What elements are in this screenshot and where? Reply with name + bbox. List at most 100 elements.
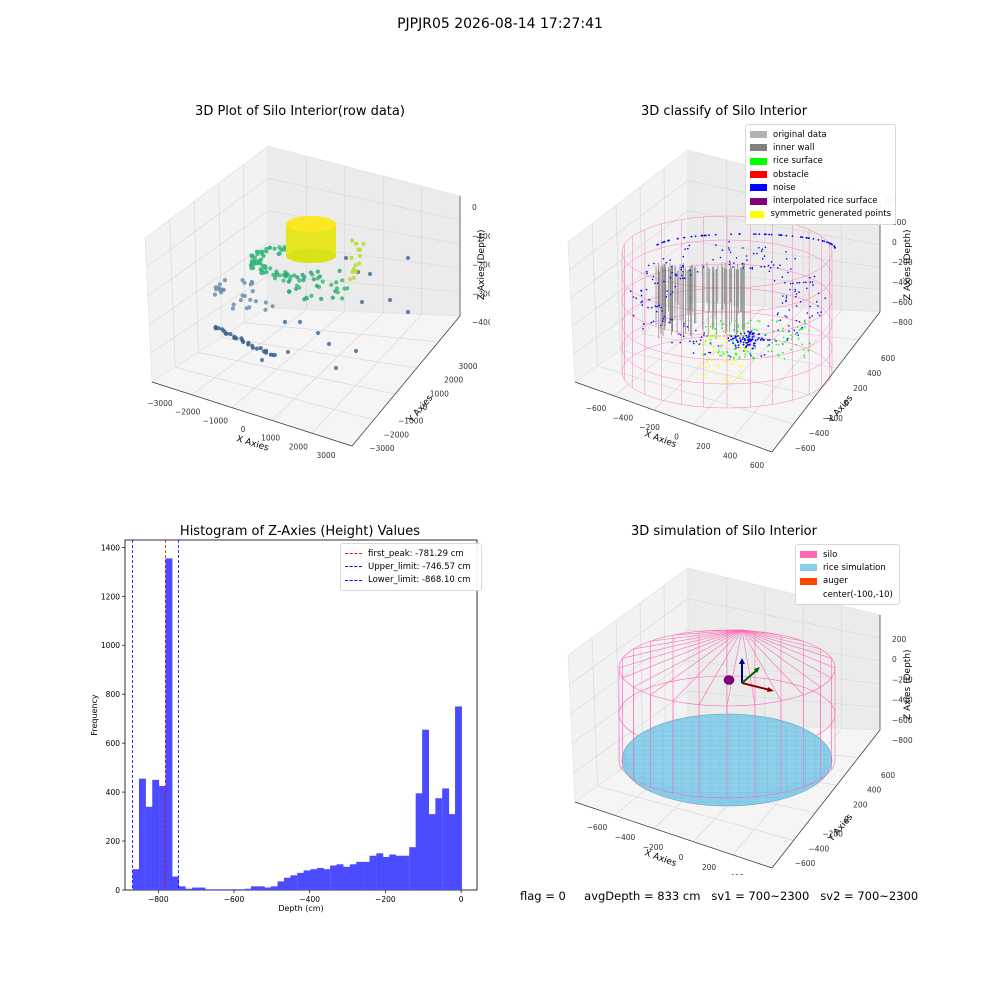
histogram-bar xyxy=(178,886,186,890)
symmetric-point xyxy=(711,352,714,354)
rice-surface-point xyxy=(777,343,780,346)
symmetric-point xyxy=(737,365,740,368)
symmetric-point xyxy=(743,329,746,332)
histogram-bar xyxy=(218,889,225,890)
noise-point xyxy=(811,281,814,283)
noise-point xyxy=(816,301,818,303)
rice-surface-point xyxy=(782,330,784,333)
classify-legend-label: symmetric generated points xyxy=(770,209,891,220)
histogram-y-tick: 1000 xyxy=(101,641,120,650)
rice-surface-point xyxy=(705,326,707,328)
noise-point xyxy=(751,268,754,270)
rice-surface-point xyxy=(767,345,769,347)
classify-y-tick: 200 xyxy=(853,384,868,393)
flag-text: flag = 0 xyxy=(520,889,566,903)
raw-point xyxy=(272,352,278,358)
noise-point xyxy=(803,281,805,284)
noise-point xyxy=(712,258,714,261)
noise-point xyxy=(747,330,750,333)
raw-point xyxy=(240,278,245,283)
noise-point xyxy=(704,353,706,356)
symmetric-point xyxy=(712,369,715,372)
noise-point xyxy=(674,285,676,288)
classify-legend: original data inner wall rice surface obsta… xyxy=(745,124,896,226)
raw-point xyxy=(335,290,340,295)
simulation-legend-swatch xyxy=(800,564,817,572)
noise-point xyxy=(799,236,802,238)
noise-point xyxy=(785,295,788,297)
raw-grid xyxy=(146,156,461,434)
noise-point xyxy=(784,282,786,284)
classify-plot-title: 3D classify of Silo Interior xyxy=(640,104,808,119)
raw-point xyxy=(367,271,373,277)
rice-surface-point xyxy=(732,329,735,331)
noise-point xyxy=(806,312,808,314)
rice-surface-point xyxy=(775,321,778,323)
noise-point xyxy=(686,326,689,328)
noise-point xyxy=(785,297,788,299)
symmetric-point xyxy=(740,365,742,367)
raw-point xyxy=(254,249,259,254)
simulation-legend: silo rice simulation auger center(-100,-10) xyxy=(795,544,900,606)
noise-point xyxy=(809,305,811,308)
rice-surface-point xyxy=(750,329,752,332)
histogram-chart: −800 −600 −400 −200 0 0 200 400 600 800 1000 1200 1… xyxy=(90,539,478,913)
noise-point xyxy=(759,338,762,341)
noise-point xyxy=(734,335,737,337)
noise-point xyxy=(746,259,748,262)
simulation-x-tick: 200 xyxy=(702,863,717,872)
noise-point xyxy=(745,342,747,344)
histogram-bar xyxy=(455,706,462,890)
noise-point xyxy=(782,295,784,297)
rice-surface-point xyxy=(744,356,746,358)
symmetric-point xyxy=(737,377,739,379)
raw-point xyxy=(320,279,325,284)
noise-point xyxy=(779,264,781,267)
noise-point xyxy=(671,265,673,268)
noise-point xyxy=(809,281,812,283)
histogram-bar xyxy=(389,854,397,890)
noise-point xyxy=(741,338,744,341)
noise-point xyxy=(674,273,677,276)
noise-point xyxy=(729,356,732,358)
rice-surface-point xyxy=(734,348,736,351)
rice-surface-point xyxy=(722,323,725,325)
noise-point xyxy=(767,325,770,327)
noise-point xyxy=(632,296,635,298)
symmetric-point xyxy=(704,343,707,345)
histogram-y-ticks: 0 200 400 600 800 1000 1200 1400 xyxy=(101,543,125,895)
raw-point xyxy=(238,298,243,303)
histogram-bar xyxy=(244,888,252,890)
classify-z-ticks: 200 0 −200 −400 −600 −800 xyxy=(892,218,913,327)
noise-point xyxy=(751,348,754,350)
raw-point xyxy=(250,254,255,259)
raw-point xyxy=(217,282,222,287)
noise-point xyxy=(688,244,691,247)
noise-point xyxy=(765,233,767,236)
raw-point xyxy=(260,252,265,257)
noise-point xyxy=(817,312,819,314)
symmetric-point xyxy=(731,382,734,384)
raw-point xyxy=(330,295,335,300)
classify-z-tick: 0 xyxy=(892,238,897,247)
symmetric-point xyxy=(696,377,698,380)
raw-point xyxy=(340,278,345,283)
rice-surface-point xyxy=(727,355,729,357)
noise-point xyxy=(749,267,751,269)
noise-point xyxy=(742,336,745,339)
noise-point xyxy=(788,309,790,311)
classify-legend-label: obstacle xyxy=(773,169,809,180)
symmetric-point xyxy=(711,360,713,363)
noise-point xyxy=(754,339,757,341)
rice-surface-point xyxy=(798,329,800,332)
classify-point-cloud xyxy=(629,233,836,386)
noise-point xyxy=(695,340,698,343)
rice-surface-point xyxy=(771,319,774,321)
noise-point xyxy=(801,236,804,239)
histogram-bar xyxy=(145,806,153,890)
rice-surface-point xyxy=(774,338,776,341)
raw-x-tick: 1000 xyxy=(261,434,280,443)
noise-point xyxy=(641,300,643,303)
raw-point xyxy=(334,280,339,285)
noise-point xyxy=(817,292,820,295)
